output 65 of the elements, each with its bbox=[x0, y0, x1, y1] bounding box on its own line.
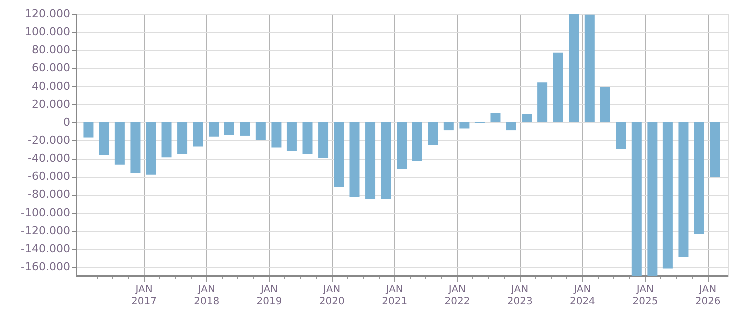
bar bbox=[662, 122, 673, 269]
y-tick-label: -20.000 bbox=[28, 134, 70, 147]
bar bbox=[209, 122, 220, 137]
bar bbox=[318, 122, 329, 159]
bar bbox=[522, 114, 532, 122]
y-tick-label: -140.000 bbox=[21, 242, 70, 256]
y-tick-label: -100.000 bbox=[21, 206, 70, 220]
x-tick-label: JAN 2022 bbox=[444, 284, 470, 308]
bar bbox=[256, 122, 266, 140]
x-tick-label: JAN 2021 bbox=[382, 284, 408, 308]
bar bbox=[130, 122, 141, 174]
y-tick-label: 100.000 bbox=[25, 26, 70, 39]
x-tick-label: JAN 2026 bbox=[695, 284, 721, 308]
bar bbox=[162, 122, 172, 158]
bar bbox=[146, 122, 156, 175]
bar bbox=[506, 122, 517, 131]
y-tick-label: 60.000 bbox=[32, 62, 70, 75]
bar bbox=[84, 122, 94, 138]
bar bbox=[584, 14, 595, 122]
bar bbox=[428, 122, 438, 145]
bar bbox=[648, 122, 658, 276]
bar bbox=[538, 82, 548, 122]
x-tick-label: JAN 2018 bbox=[194, 284, 220, 308]
x-tick-label: JAN 2019 bbox=[256, 284, 282, 308]
bar bbox=[381, 122, 392, 200]
bar bbox=[114, 122, 125, 165]
bar bbox=[193, 122, 204, 147]
bar bbox=[350, 122, 360, 198]
bar bbox=[694, 122, 704, 234]
bar bbox=[678, 122, 689, 258]
bar bbox=[412, 122, 422, 162]
x-tick-label: JAN 2024 bbox=[570, 284, 596, 308]
bar bbox=[286, 122, 297, 152]
bar bbox=[397, 122, 408, 170]
x-tick-label: JAN 2023 bbox=[507, 284, 533, 308]
bar bbox=[460, 122, 470, 129]
bar bbox=[302, 122, 313, 154]
bar bbox=[366, 122, 376, 200]
bar bbox=[99, 122, 110, 155]
y-tick-label: -60.000 bbox=[28, 170, 70, 184]
bar bbox=[178, 122, 188, 154]
bar bbox=[632, 122, 642, 276]
y-tick-label: -40.000 bbox=[28, 152, 70, 166]
y-tick-label: -160.000 bbox=[21, 260, 70, 274]
bar bbox=[334, 122, 344, 188]
bar bbox=[272, 122, 282, 148]
y-tick-label: -80.000 bbox=[28, 188, 70, 202]
bar bbox=[444, 122, 454, 131]
bar bbox=[553, 52, 564, 122]
bar bbox=[224, 122, 234, 136]
x-tick-label: JAN 2020 bbox=[319, 284, 345, 308]
x-tick-label: JAN 2025 bbox=[632, 284, 658, 308]
y-tick-label: 80.000 bbox=[32, 44, 70, 57]
y-tick-label: 0 bbox=[64, 116, 70, 129]
y-tick-label: -120.000 bbox=[21, 224, 70, 238]
x-tick-label: JAN 2017 bbox=[132, 284, 158, 308]
y-tick-label: 20.000 bbox=[32, 98, 70, 111]
bar bbox=[616, 122, 626, 150]
bar bbox=[490, 113, 501, 122]
bar bbox=[600, 87, 610, 122]
bar bbox=[710, 122, 720, 178]
y-tick-label: 120.000 bbox=[25, 8, 70, 20]
bar bbox=[240, 122, 250, 136]
bar bbox=[569, 14, 580, 122]
y-tick-label: 40.000 bbox=[32, 80, 70, 93]
